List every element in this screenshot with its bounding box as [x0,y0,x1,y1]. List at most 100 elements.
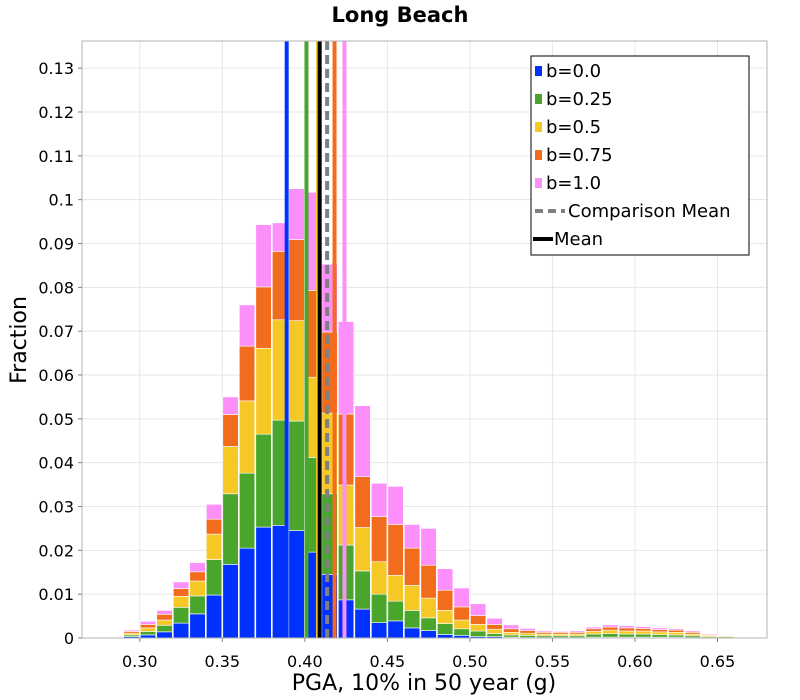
legend: b=0.0 b=0.25 b=0.5 b=0.75 b=1.0 Comparison Me… [530,55,750,256]
bar-b-0.75 [420,564,437,599]
bar-b-0.5 [470,624,487,632]
bar-b-0.5 [503,632,520,636]
bar-b-0.5 [420,597,437,619]
y-tick-label: 0.12 [38,103,74,122]
bar-b-0.75 [503,628,520,633]
legend-label: b=1.0 [546,173,601,194]
bar-b-0.25 [503,634,520,638]
bar-b-0.25 [585,633,602,638]
bar-b-0.25 [651,634,668,638]
legend-label: b=0.25 [546,89,613,110]
bar-b-0.75 [404,547,421,586]
bar-b-0.75 [453,606,470,621]
y-tick-label: 0.13 [38,59,74,78]
bar-b-1.0 [585,626,602,630]
x-axis-label: PGA, 10% in 50 year (g) [292,671,556,696]
legend-label: Mean [554,229,603,250]
bar-b-0.75 [387,524,404,576]
bar-b-0.5 [387,575,404,602]
bar-b-1.0 [701,633,718,635]
bar-b-1.0 [684,630,701,633]
bar-b-1.0 [651,627,668,630]
bar-b-0.25 [172,607,190,624]
bar-b-0.25 [387,600,404,622]
bar-b-0.0 [156,631,173,639]
bar-b-0.75 [651,629,668,633]
legend-swatch [535,122,542,132]
bar-b-1.0 [205,504,223,520]
bar-b-0.25 [205,559,223,596]
bar-b-0.75 [222,414,239,447]
bar-b-0.0 [437,634,454,639]
bar-b-0.75 [205,518,223,535]
y-tick-label: 0.06 [38,366,74,385]
bar-b-0.75 [288,239,305,321]
x-tick-label: 0.30 [122,652,158,671]
legend-swatch [535,66,542,76]
bars [90,188,751,639]
bar-b-0.5 [222,446,239,495]
bar-b-0.25 [519,635,536,638]
bar-b-0.0 [172,622,190,639]
x-tick-label: 0.50 [452,652,488,671]
bar-b-0.25 [668,634,685,638]
bar-b-0.75 [602,626,619,631]
y-tick-label: 0.07 [38,322,74,341]
bar-b-0.0 [222,564,239,639]
bar-b-0.5 [189,580,206,597]
y-tick-label: 0.08 [38,278,74,297]
legend-label: Comparison Mean [568,201,731,222]
bar-b-0.75 [635,628,652,632]
bar-b-1.0 [354,405,371,477]
bar-b-0.25 [371,593,388,623]
bar-b-0.0 [205,594,223,639]
bar-b-0.0 [387,620,404,639]
bar-b-0.75 [139,624,157,629]
bar-b-0.75 [354,476,371,528]
bar-b-0.5 [453,619,470,630]
legend-box [530,55,750,256]
bar-b-1.0 [453,587,470,608]
bar-b-0.25 [470,630,487,637]
y-tick-label: 0.05 [38,410,74,429]
bar-b-0.25 [437,623,454,635]
bar-b-1.0 [486,617,503,625]
bar-b-0.25 [486,633,503,637]
bar-b-0.0 [371,622,388,639]
x-axis-ticks: 0.30 0.35 0.40 0.45 0.50 0.55 0.60 0.65 [122,638,735,671]
bar-b-0.75 [437,589,454,611]
x-tick-label: 0.40 [287,652,323,671]
y-tick-label: 0.03 [38,498,74,517]
bar-b-0.5 [139,627,157,632]
bar-b-0.25 [288,420,305,531]
bar-b-0.5 [172,596,190,608]
bar-b-0.5 [205,533,223,560]
bar-b-1.0 [602,624,619,628]
bar-b-0.75 [156,614,173,621]
chart-title: Long Beach [332,3,469,27]
bar-b-1.0 [123,629,140,632]
y-tick-label: 0.02 [38,541,74,560]
bar-b-1.0 [618,625,635,629]
legend-swatch [535,150,542,160]
bar-b-0.5 [288,320,305,422]
bar-b-1.0 [536,630,553,633]
y-tick-label: 0.04 [38,454,74,473]
y-tick-label: 0.1 [49,191,74,210]
bar-b-1.0 [569,630,586,633]
bar-b-1.0 [156,610,173,615]
bar-b-1.0 [437,568,454,591]
bar-b-0.75 [618,627,635,632]
bar-b-0.5 [486,628,503,634]
bar-b-0.75 [255,286,272,349]
bar-b-1.0 [470,603,487,616]
bar-b-0.0 [255,526,272,639]
bar-b-0.75 [172,588,190,597]
bar-b-1.0 [172,581,190,589]
bar-b-0.75 [519,630,536,634]
bar-b-0.25 [404,610,421,629]
bar-b-1.0 [420,528,437,566]
bar-b-0.25 [635,633,652,638]
bar-b-0.0 [189,613,206,639]
